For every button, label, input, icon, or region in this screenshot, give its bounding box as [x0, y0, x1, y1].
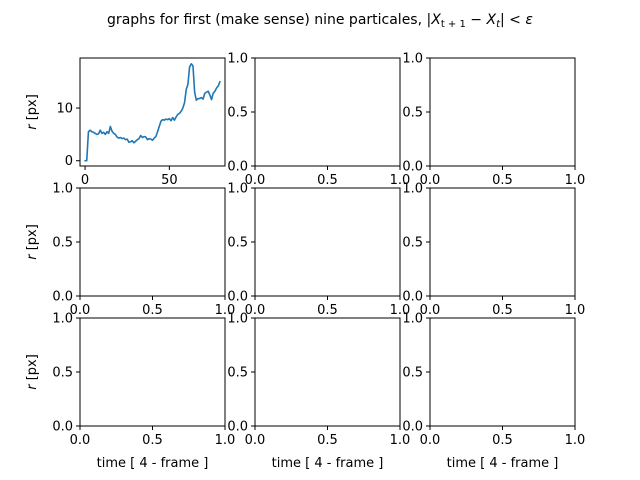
subplot-r2c2: 0.0 0.5 1.0 0.0 0.5 1.0 time [ 4 - frame ]	[402, 312, 585, 472]
subplot-r2c0: 0.0 0.5 1.0 0.0 0.5 1.0 r [px] time [ 4 - frame…	[25, 312, 235, 472]
subplot-r1c2: 0.0 0.5 1.0 0.0 0.5 1.0	[402, 182, 585, 319]
x-tick-label-r1c2-0: 0.0	[420, 303, 441, 318]
y-tick-label-r1c0-1: 0.5	[52, 236, 73, 251]
y-tick-label-r0c2-1: 0.5	[402, 106, 423, 121]
axes-frame-r1c1	[254, 187, 401, 297]
y-tick-label-r0c0-0: 0	[65, 154, 73, 169]
axes-frame-r0c0	[79, 57, 226, 167]
axes-frame-r0c2	[429, 57, 576, 167]
axes-frame-r0c1	[254, 57, 401, 167]
subplot-r0c2: 0.0 0.5 1.0 0.0 0.5 1.0	[402, 52, 585, 189]
y-tick-label-r2c0-2: 1.0	[52, 312, 73, 327]
x-tick-label-r1c0-1: 0.5	[142, 303, 163, 318]
y-tick-label-r0c1-2: 1.0	[227, 52, 248, 67]
x-tick-label-r0c2-1: 0.5	[492, 173, 513, 188]
subplot-r0c0: 0 50 0 10 r [px]	[25, 57, 226, 188]
axes-frame-r1c0	[79, 187, 226, 297]
y-tick-label-r2c0-1: 0.5	[52, 366, 73, 381]
subplot-r1c0: 0.0 0.5 1.0 0.0 0.5 1.0 r [px]	[25, 182, 235, 319]
y-axis-label-unit-r0c0: [px]	[25, 94, 40, 124]
x-tick-label-r2c1-2: 1.0	[390, 433, 411, 448]
y-tick-label-r0c0-1: 10	[56, 102, 73, 117]
x-tick-label-r1c2-1: 0.5	[492, 303, 513, 318]
series-line-r0c0-0	[84, 62, 221, 162]
y-tick-label-r0c1-0: 0.0	[227, 160, 248, 175]
axes-frame-r2c2	[429, 317, 576, 427]
y-axis-label-symbol-r0c0: r	[25, 123, 40, 130]
y-tick-label-r2c1-0: 0.0	[227, 420, 248, 435]
title-math-x1: X	[430, 12, 441, 28]
x-tick-label-r2c0-2: 1.0	[215, 433, 236, 448]
x-tick-label-r0c1-2: 1.0	[390, 173, 411, 188]
y-axis-label-symbol-r1c0: r	[25, 253, 40, 260]
x-tick-label-r0c2-0: 0.0	[420, 173, 441, 188]
x-axis-label-r2c1: time [ 4 - frame ]	[272, 456, 384, 471]
y-tick-label-r2c2-0: 0.0	[402, 420, 423, 435]
subplot-r2c1: 0.0 0.5 1.0 0.0 0.5 1.0 time [ 4 - frame ]	[227, 312, 410, 472]
y-tick-label-r2c1-2: 1.0	[227, 312, 248, 327]
x-tick-label-r1c0-2: 1.0	[215, 303, 236, 318]
title-math-sub2: t	[496, 19, 501, 30]
y-tick-label-r1c1-2: 1.0	[227, 182, 248, 197]
y-axis-label-r2c0: r [px]	[25, 354, 40, 390]
x-tick-label-r2c2-0: 0.0	[420, 433, 441, 448]
y-tick-label-r2c2-2: 1.0	[402, 312, 423, 327]
title-math-bar-left: |	[427, 12, 432, 28]
x-axis-label-r2c2: time [ 4 - frame ]	[447, 456, 559, 471]
figure-title: graphs for first (make sense) nine parti…	[107, 12, 533, 30]
y-axis-label-r0c0: r [px]	[25, 94, 40, 130]
x-tick-label-r1c1-0: 0.0	[245, 303, 266, 318]
x-tick-label-r2c1-0: 0.0	[245, 433, 266, 448]
title-math-x2: X	[486, 12, 497, 28]
title-text: graphs for first (make sense) nine parti…	[107, 12, 426, 28]
y-tick-label-r0c2-0: 0.0	[402, 160, 423, 175]
x-tick-label-r2c0-1: 0.5	[142, 433, 163, 448]
y-axis-label-unit-r1c0: [px]	[25, 224, 40, 254]
x-tick-label-r1c2-2: 1.0	[565, 303, 586, 318]
title-math-sub1: t + 1	[441, 19, 466, 30]
y-axis-label-symbol-r2c0: r	[25, 383, 40, 390]
y-tick-label-r2c0-0: 0.0	[52, 420, 73, 435]
y-tick-label-r1c0-2: 1.0	[52, 182, 73, 197]
title-math-lt: <	[505, 12, 526, 28]
x-axis-label-r2c0: time [ 4 - frame ]	[97, 456, 209, 471]
x-tick-label-r2c2-1: 0.5	[492, 433, 513, 448]
x-tick-label-r2c0-0: 0.0	[70, 433, 91, 448]
x-tick-label-r0c2-2: 1.0	[565, 173, 586, 188]
y-tick-label-r0c1-1: 0.5	[227, 106, 248, 121]
x-tick-label-r0c0-0: 0	[81, 173, 89, 188]
y-tick-label-r1c1-0: 0.0	[227, 290, 248, 305]
x-tick-label-r2c1-1: 0.5	[317, 433, 338, 448]
title-math-minus: −	[466, 12, 487, 28]
y-tick-label-r2c1-1: 0.5	[227, 366, 248, 381]
title-math-epsilon: ε	[525, 12, 533, 28]
axes-frame-r2c0	[79, 317, 226, 427]
title-math: |Xt + 1 − Xt| < ε	[427, 12, 534, 30]
y-axis-label-r1c0: r [px]	[25, 224, 40, 260]
y-tick-label-r1c2-2: 1.0	[402, 182, 423, 197]
y-tick-label-r1c2-0: 0.0	[402, 290, 423, 305]
x-tick-label-r1c1-1: 0.5	[317, 303, 338, 318]
x-tick-label-r0c1-0: 0.0	[245, 173, 266, 188]
y-tick-label-r0c2-2: 1.0	[402, 52, 423, 67]
y-tick-label-r1c0-0: 0.0	[52, 290, 73, 305]
title-math-bar-right: |	[500, 12, 505, 28]
y-tick-label-r2c2-1: 0.5	[402, 366, 423, 381]
y-tick-label-r1c1-1: 0.5	[227, 236, 248, 251]
x-tick-label-r1c0-0: 0.0	[70, 303, 91, 318]
y-axis-label-unit-r2c0: [px]	[25, 354, 40, 384]
x-tick-label-r0c1-1: 0.5	[317, 173, 338, 188]
x-tick-label-r0c0-1: 50	[161, 173, 178, 188]
subplot-r1c1: 0.0 0.5 1.0 0.0 0.5 1.0	[227, 182, 410, 319]
y-tick-label-r1c2-1: 0.5	[402, 236, 423, 251]
axes-frame-r2c1	[254, 317, 401, 427]
x-tick-label-r2c2-2: 1.0	[565, 433, 586, 448]
subplot-r0c1: 0.0 0.5 1.0 0.0 0.5 1.0	[227, 52, 410, 189]
axes-frame-r1c2	[429, 187, 576, 297]
x-tick-label-r1c1-2: 1.0	[390, 303, 411, 318]
